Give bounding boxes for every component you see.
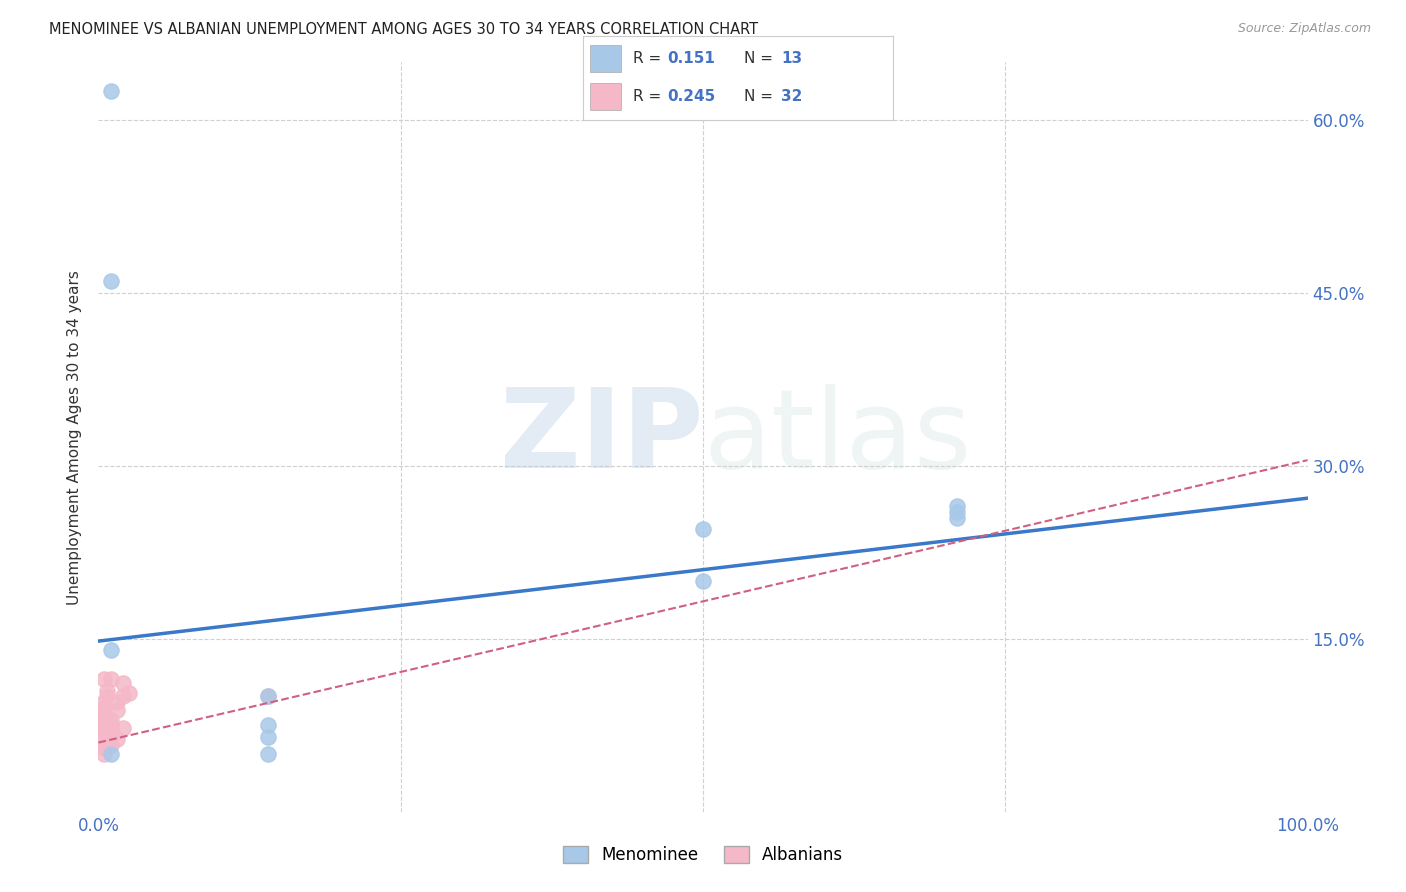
Text: ZIP: ZIP xyxy=(499,384,703,491)
Point xyxy=(93,672,115,686)
Point xyxy=(111,721,134,735)
Point xyxy=(93,733,115,747)
Bar xyxy=(589,83,620,111)
Text: 0.245: 0.245 xyxy=(666,89,716,104)
Point xyxy=(256,747,278,761)
Text: R =: R = xyxy=(633,89,666,104)
Text: 32: 32 xyxy=(782,89,803,104)
Point xyxy=(256,730,278,744)
Text: atlas: atlas xyxy=(703,384,972,491)
Point xyxy=(93,706,115,721)
Point xyxy=(100,730,122,744)
Point xyxy=(100,84,122,98)
Point xyxy=(93,714,115,729)
Point xyxy=(100,724,122,739)
Point xyxy=(100,643,122,657)
Point xyxy=(93,735,115,749)
Point xyxy=(93,726,115,740)
Point xyxy=(256,690,278,704)
Text: MENOMINEE VS ALBANIAN UNEMPLOYMENT AMONG AGES 30 TO 34 YEARS CORRELATION CHART: MENOMINEE VS ALBANIAN UNEMPLOYMENT AMONG… xyxy=(49,22,758,37)
Point xyxy=(93,718,115,732)
Bar xyxy=(589,45,620,72)
Point xyxy=(100,738,122,752)
Text: 0.151: 0.151 xyxy=(666,51,714,66)
Point xyxy=(93,724,115,739)
Point xyxy=(93,741,115,756)
Text: N =: N = xyxy=(744,51,778,66)
Point xyxy=(105,703,128,717)
Point xyxy=(96,683,118,698)
Y-axis label: Unemployment Among Ages 30 to 34 years: Unemployment Among Ages 30 to 34 years xyxy=(67,269,83,605)
Point xyxy=(692,522,714,536)
Point xyxy=(946,510,969,524)
Point xyxy=(105,732,128,747)
Point xyxy=(111,675,134,690)
Point xyxy=(256,718,278,732)
Point xyxy=(692,574,714,589)
Point xyxy=(946,500,969,514)
Point xyxy=(93,747,115,761)
Text: 13: 13 xyxy=(782,51,803,66)
Point xyxy=(100,718,122,732)
Legend: Menominee, Albanians: Menominee, Albanians xyxy=(557,839,849,871)
Point xyxy=(100,713,122,727)
Point xyxy=(100,672,122,686)
Point xyxy=(100,747,122,761)
Point xyxy=(96,690,118,704)
Point xyxy=(93,730,115,744)
Text: Source: ZipAtlas.com: Source: ZipAtlas.com xyxy=(1237,22,1371,36)
Point xyxy=(105,695,128,709)
Point xyxy=(946,505,969,519)
Point xyxy=(93,722,115,736)
Text: R =: R = xyxy=(633,51,666,66)
Text: N =: N = xyxy=(744,89,778,104)
Point xyxy=(93,701,115,715)
Point xyxy=(111,690,134,704)
Point xyxy=(256,690,278,704)
Point xyxy=(100,275,122,289)
Point xyxy=(93,710,115,724)
Point xyxy=(93,695,115,709)
Point xyxy=(93,713,115,727)
Point xyxy=(118,686,141,700)
